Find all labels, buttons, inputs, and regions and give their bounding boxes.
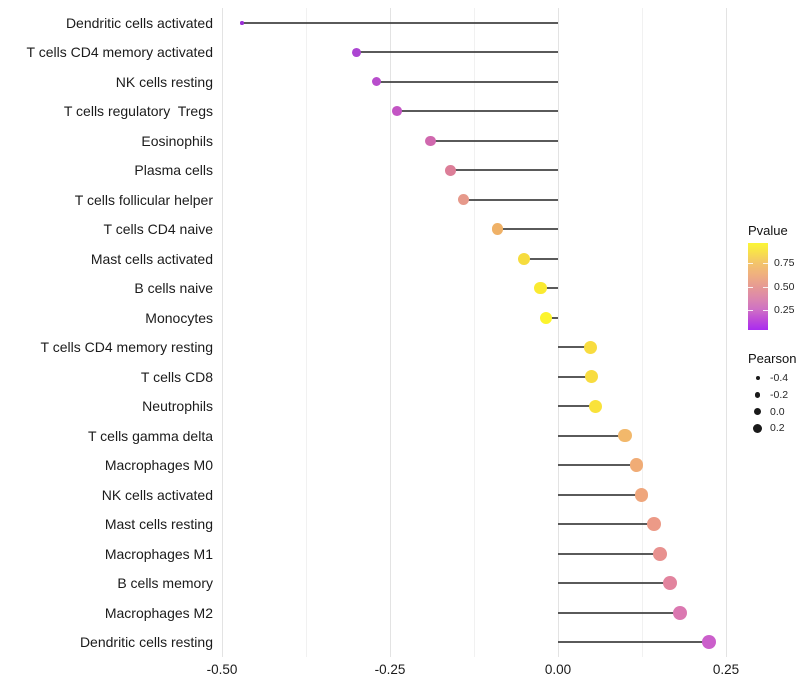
pearson-size-label: 0.0: [770, 405, 785, 418]
pearson-legend-title: Pearson: [748, 351, 797, 366]
pvalue-legend-title: Pvalue: [748, 223, 788, 238]
lollipop-stem: [356, 51, 558, 54]
row-label: Macrophages M1: [104, 545, 213, 562]
lollipop-stem: [558, 346, 591, 349]
lollipop-dot: [391, 106, 402, 117]
pvalue-colorbar: [748, 243, 768, 330]
lollipop-stem: [540, 287, 558, 290]
lollipop-stem: [558, 523, 655, 526]
gridline-major: [725, 8, 727, 657]
lollipop-stem: [558, 464, 637, 467]
lollipop-stem: [524, 257, 558, 260]
row-label: T cells CD4 memory activated: [26, 44, 213, 61]
row-label: Dendritic cells resting: [79, 634, 213, 651]
lollipop-stem: [558, 611, 680, 614]
gridline-minor: [305, 8, 307, 657]
row-label: T cells CD8: [140, 368, 213, 385]
row-label: Mast cells resting: [104, 516, 213, 533]
pearson-size-dot: [754, 391, 761, 398]
lollipop-stem: [558, 582, 671, 585]
colorbar-tick: [748, 263, 753, 264]
lollipop-dot: [518, 252, 531, 265]
colorbar-tick: [748, 310, 753, 311]
lollipop-dot: [647, 517, 661, 532]
x-tick-label: 0.25: [712, 662, 740, 677]
x-tick-label: 0.00: [544, 662, 572, 677]
lollipop-dot: [240, 21, 244, 25]
lollipop-stem: [450, 169, 558, 172]
gridline-major: [221, 8, 223, 657]
lollipop-stem: [558, 434, 626, 437]
lollipop-dot: [634, 487, 649, 502]
lollipop-dot: [458, 194, 470, 206]
lollipop-dot: [539, 311, 553, 324]
lollipop-stem: [396, 110, 558, 113]
lollipop-dot: [653, 546, 668, 561]
row-label: Mast cells activated: [90, 250, 213, 267]
lollipop-dot: [445, 164, 456, 176]
row-label: Macrophages M0: [104, 457, 213, 474]
lollipop-dot: [618, 429, 632, 443]
lollipop-dot: [491, 223, 504, 236]
lollipop-stem: [558, 375, 592, 378]
colorbar-tick-label: 0.25: [774, 304, 795, 316]
row-label: T cells CD4 memory resting: [40, 339, 213, 356]
lollipop-stem: [242, 21, 558, 24]
lollipop-dot: [672, 605, 687, 620]
lollipop-stem: [558, 405, 596, 408]
pearson-size-dot: [753, 423, 762, 433]
lollipop-dot: [351, 47, 361, 57]
gridline-major: [557, 8, 559, 657]
lollipop-dot: [425, 135, 436, 146]
row-label: Macrophages M2: [104, 604, 213, 621]
row-label: Plasma cells: [134, 162, 213, 179]
gridline-major: [389, 8, 391, 657]
row-label: T cells CD4 naive: [103, 221, 213, 238]
colorbar-tick: [763, 286, 768, 288]
x-tick-label: -0.50: [206, 662, 238, 677]
pearson-size-label: -0.2: [770, 388, 789, 401]
lollipop-dot: [701, 635, 717, 650]
lollipop-dot: [663, 576, 678, 591]
row-label: T cells gamma delta: [87, 427, 213, 444]
row-label: T cells regulatory Tregs: [63, 103, 213, 120]
row-label: T cells follicular helper: [74, 191, 213, 208]
colorbar-tick: [748, 286, 753, 288]
pearson-size-label: 0.2: [770, 422, 785, 435]
lollipop-stem: [558, 641, 710, 644]
pearson-size-dot: [753, 407, 762, 416]
gridline-minor: [473, 8, 475, 657]
row-label: Monocytes: [145, 309, 213, 326]
row-label: B cells memory: [117, 575, 213, 592]
row-label: Eosinophils: [141, 132, 213, 149]
lollipop-stem: [497, 228, 558, 231]
row-label: Dendritic cells activated: [65, 14, 213, 31]
lollipop-dot: [534, 282, 547, 295]
pearson-size-label: -0.4: [770, 372, 789, 384]
x-tick-label: -0.25: [374, 662, 406, 677]
lollipop-dot: [589, 399, 603, 413]
colorbar-tick: [763, 310, 768, 311]
lollipop-dot: [629, 458, 644, 473]
colorbar-tick-label: 0.75: [774, 257, 795, 269]
lollipop-dot: [371, 77, 382, 87]
lollipop-stem: [376, 80, 558, 83]
lollipop-stem: [558, 552, 661, 555]
lollipop-stem: [430, 139, 558, 142]
gridline-minor: [641, 8, 643, 657]
row-label: Neutrophils: [142, 398, 213, 415]
colorbar-tick-label: 0.50: [774, 280, 795, 293]
lollipop-stem: [463, 198, 558, 201]
row-label: B cells naive: [134, 280, 213, 297]
lollipop-dot: [585, 370, 599, 384]
lollipop-stem: [558, 493, 642, 496]
row-label: NK cells resting: [115, 73, 213, 90]
pearson-size-dot: [755, 376, 760, 380]
row-label: NK cells activated: [101, 486, 213, 503]
colorbar-tick: [763, 263, 768, 264]
lollipop-dot: [584, 340, 598, 354]
